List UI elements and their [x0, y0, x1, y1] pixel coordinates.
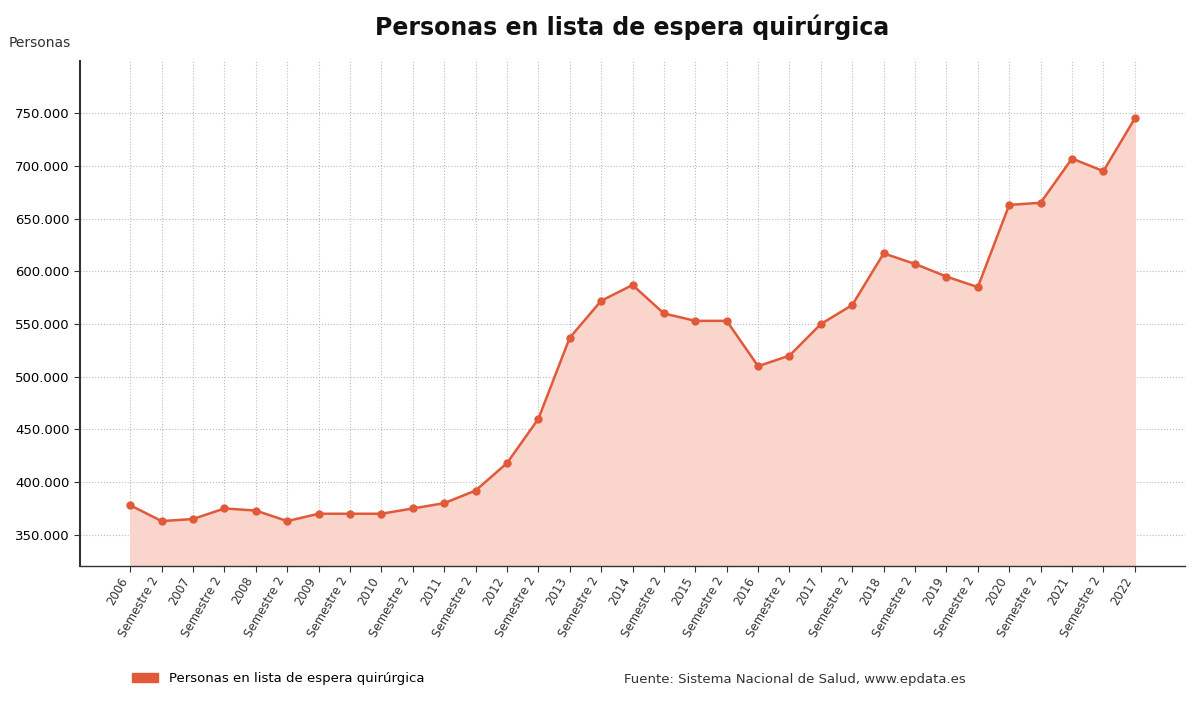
- Legend: Personas en lista de espera quirúrgica: Personas en lista de espera quirúrgica: [126, 667, 430, 691]
- Text: Personas: Personas: [8, 37, 71, 51]
- Title: Personas en lista de espera quirúrgica: Personas en lista de espera quirúrgica: [376, 15, 889, 41]
- Text: Fuente: Sistema Nacional de Salud, www.epdata.es: Fuente: Sistema Nacional de Salud, www.e…: [624, 674, 966, 686]
